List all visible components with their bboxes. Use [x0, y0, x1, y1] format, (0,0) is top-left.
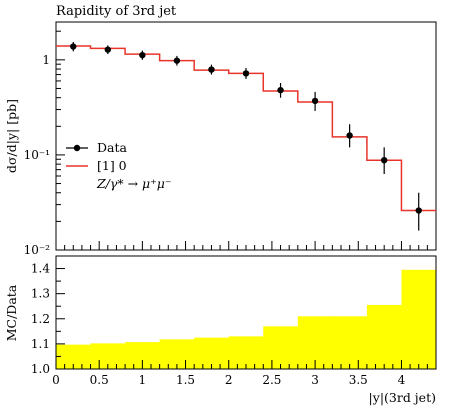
data-point	[415, 207, 422, 214]
main-y-tick-label: 10⁻²	[24, 243, 51, 257]
legend-mc-label: [1] 0	[97, 158, 127, 173]
main-y-tick-label: 1	[42, 53, 50, 67]
data-point	[242, 70, 250, 77]
data-point	[311, 97, 319, 105]
legend-process-label: Z/γ* → μ⁺μ⁻	[96, 176, 171, 191]
x-tick-label: 1.5	[176, 373, 195, 387]
ratio-bar	[366, 304, 402, 369]
x-tick-label: 1	[139, 373, 147, 387]
data-point	[173, 57, 181, 64]
legend: Data [1] 0 Z/γ* → μ⁺μ⁻	[66, 140, 171, 191]
x-tick-label: 2	[225, 373, 233, 387]
ratio-y-tick-label: 1.4	[31, 262, 50, 276]
main-panel: 10⁻² 10⁻¹ 1	[24, 21, 437, 257]
main-y-tick-label: 10⁻¹	[24, 148, 50, 162]
main-y-axis-label: dσ/d|y| [pb]	[4, 99, 19, 173]
main-frame	[55, 21, 437, 251]
data-point	[70, 43, 77, 50]
ratio-y-axis-label: MC/Data	[4, 284, 19, 341]
data-point	[139, 51, 146, 59]
ratio-y-tick-label: 1.2	[31, 312, 50, 326]
x-tick-label: 0	[52, 373, 60, 387]
data-point	[104, 46, 112, 53]
legend-data-marker	[73, 144, 81, 152]
data-point	[380, 156, 388, 164]
x-tick-label: 2.5	[262, 373, 281, 387]
ratio-panel: 0 0.5 1 1.5 2 2.5 3 3.5 4 1.0 1.1 1.2 1.3 1.4	[31, 255, 437, 387]
ratio-y-tick-label: 1.0	[31, 362, 50, 376]
legend-data-label: Data	[97, 140, 127, 155]
ratio-y-tick-label: 1.1	[31, 337, 50, 351]
ratio-bar	[401, 269, 437, 369]
x-tick-label: 3.5	[349, 373, 368, 387]
x-axis-label: |y|(3rd jet)	[369, 390, 436, 405]
ratio-bar	[194, 337, 230, 369]
data-point	[346, 132, 353, 139]
data-point	[208, 66, 215, 73]
chart-title: Rapidity of 3rd jet	[56, 4, 177, 19]
ratio-bar	[228, 336, 264, 369]
ratio-y-tick-label: 1.3	[31, 287, 50, 301]
ratio-bar	[263, 326, 299, 369]
x-tick-label: 4	[398, 373, 406, 387]
data-point	[277, 86, 284, 94]
x-tick-label: 3	[311, 373, 319, 387]
ratio-bar	[332, 316, 368, 369]
x-tick-label: 0.5	[90, 373, 109, 387]
